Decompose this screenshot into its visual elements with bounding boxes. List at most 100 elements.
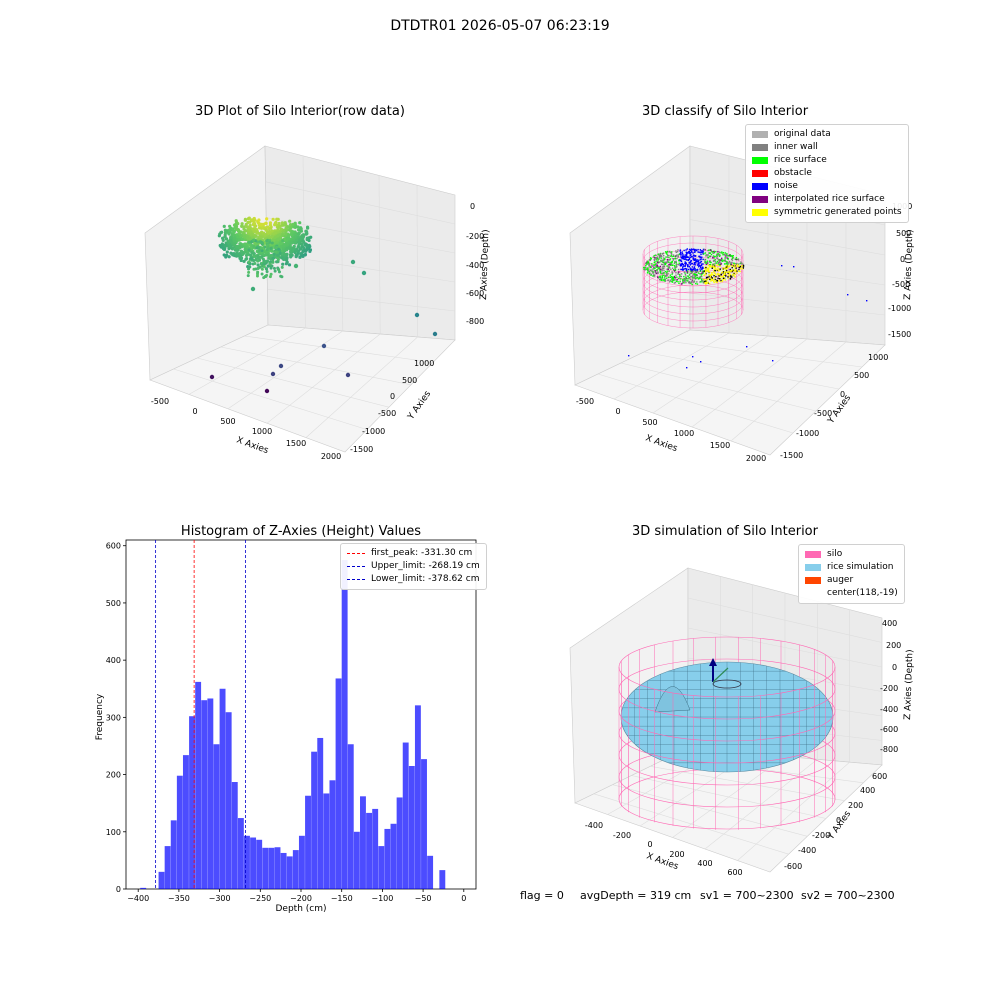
classified-point: [667, 261, 670, 263]
pane-grid-line: [643, 351, 840, 390]
classified-point: [674, 281, 677, 284]
classified-point: [712, 280, 715, 283]
classified-point: [700, 266, 702, 269]
pane-grid-line: [689, 219, 886, 256]
raw-x-tick: 1000: [252, 427, 272, 436]
classified-point: [681, 262, 683, 265]
noise-point: [692, 356, 694, 358]
classified-point: [692, 256, 694, 258]
raw-data-point: [249, 247, 254, 251]
classified-point: [713, 255, 716, 258]
raw-data-point: [271, 260, 275, 264]
raw-data-point: [291, 247, 295, 251]
classified-point: [694, 272, 696, 274]
classified-point: [712, 263, 714, 266]
raw-data-point: [256, 263, 260, 267]
pane-grid-line: [691, 338, 808, 428]
classified-point: [675, 254, 677, 257]
classified-point: [688, 248, 691, 251]
classified-point: [718, 254, 720, 256]
raw-data-point: [221, 246, 226, 251]
classified-point: [730, 270, 732, 273]
classified-point: [688, 250, 691, 253]
raw-data-point: [243, 247, 247, 251]
classified-point: [699, 268, 701, 270]
classified-point: [685, 252, 688, 254]
classified-point: [677, 268, 680, 271]
classified-point: [693, 254, 695, 257]
classified-point: [659, 265, 662, 268]
pane-grid-line: [416, 185, 418, 338]
raw-data-point: [243, 218, 247, 222]
raw-data-point: [289, 225, 293, 230]
classified-point: [651, 263, 653, 265]
classified-point: [723, 263, 726, 265]
raw-data-point: [288, 243, 292, 248]
classified-point: [699, 249, 702, 251]
classified-point: [669, 255, 672, 258]
classified-point: [658, 254, 661, 256]
raw-y-tick: -1500: [350, 445, 373, 454]
raw-data-point: [282, 223, 286, 227]
classified-point: [674, 267, 676, 270]
simulation-z-tick: -400: [880, 705, 898, 714]
raw-data-point: [250, 257, 254, 261]
classify-y-tick: -500: [814, 409, 832, 418]
classified-point: [667, 268, 669, 271]
classified-point: [675, 274, 677, 276]
classified-point: [730, 263, 733, 266]
classified-point: [680, 283, 683, 285]
raw-outlier-point: [414, 312, 420, 318]
classified-point: [701, 266, 704, 268]
classified-point: [699, 258, 701, 261]
classified-point: [646, 262, 648, 264]
histogram-bar: [305, 795, 311, 889]
classified-point: [685, 253, 688, 255]
classified-point: [685, 277, 687, 279]
classified-point: [711, 279, 713, 281]
raw-data-point: [258, 248, 262, 252]
classified-point: [683, 268, 685, 270]
histogram-bar: [390, 823, 397, 889]
rice-peak: [654, 686, 691, 713]
classified-point: [705, 268, 707, 271]
raw-data-point: [273, 231, 277, 235]
raw-outlier-point: [350, 259, 356, 265]
raw-data-point: [260, 241, 264, 245]
classified-point: [731, 265, 733, 267]
classified-point: [727, 265, 729, 268]
classified-point: [726, 267, 729, 269]
simulation-z-label: Z Axies (Depth): [903, 649, 915, 720]
classified-point: [689, 267, 692, 269]
classified-point: [677, 256, 679, 258]
classified-point: [710, 253, 713, 256]
classified-point: [669, 259, 671, 261]
classified-point: [673, 270, 676, 272]
classified-point: [659, 271, 662, 274]
classified-point: [723, 273, 726, 276]
histogram-bar: [341, 560, 348, 889]
classified-point: [683, 255, 685, 258]
raw-data-point: [243, 242, 247, 246]
raw-data-point: [220, 230, 224, 234]
classified-point: [709, 275, 711, 278]
classified-point: [702, 271, 704, 273]
classified-point: [707, 271, 710, 273]
raw-data-point: [232, 233, 236, 237]
raw-data-point: [265, 273, 269, 277]
classified-point: [685, 249, 687, 251]
classified-point: [735, 257, 738, 259]
classified-point: [683, 280, 686, 282]
classified-point: [649, 259, 652, 262]
classified-point: [712, 257, 714, 259]
classified-point: [643, 268, 645, 270]
raw-data-point: [251, 227, 255, 231]
classified-point: [666, 250, 669, 253]
classified-point: [668, 251, 671, 253]
classified-point: [684, 273, 687, 276]
raw-data-point: [263, 260, 267, 264]
classified-point: [686, 271, 689, 273]
classified-point: [727, 263, 729, 265]
histogram-bar: [384, 828, 391, 889]
histogram-bar: [195, 681, 202, 889]
